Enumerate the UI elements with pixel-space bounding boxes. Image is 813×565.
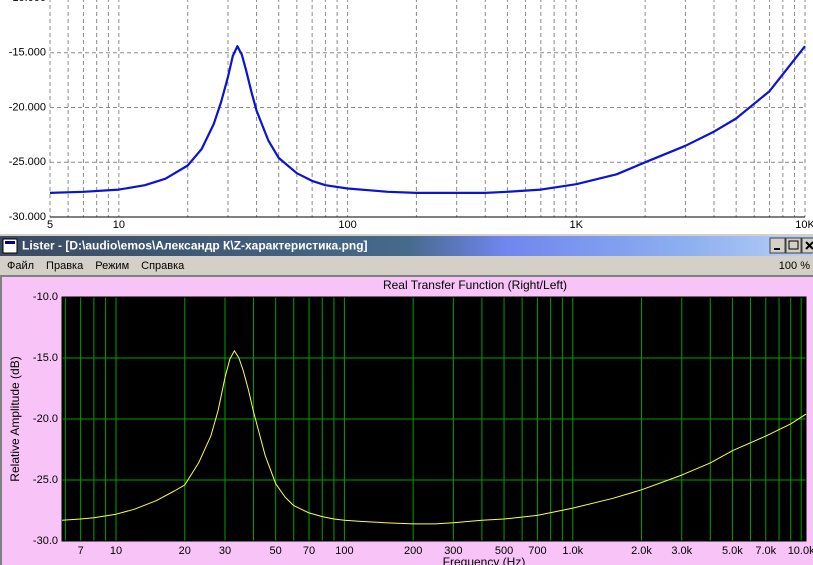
x-tick-label: 100 xyxy=(338,219,356,231)
data-line xyxy=(49,45,806,194)
x-tick-label: 20 xyxy=(179,545,191,557)
x-tick-label: 200 xyxy=(404,545,422,557)
x-tick-label: 3.0k xyxy=(671,545,692,557)
minimize-button[interactable] xyxy=(769,237,786,254)
plot-area xyxy=(50,0,805,217)
window-buttons[interactable] xyxy=(769,237,813,254)
menu: Файл Правка Режим Справка xyxy=(7,260,185,272)
plot-frame xyxy=(61,296,807,542)
title-bar xyxy=(0,236,813,256)
separator xyxy=(0,234,813,236)
bottom-chart: 7 10 20 30 50 70 100 200 300 500 700 1.0k 2.0k 3.0k 5.… xyxy=(8,278,813,565)
y-tick-label: -30.0 xyxy=(33,535,58,547)
maximize-glyph xyxy=(788,240,799,250)
close-button[interactable] xyxy=(801,237,813,254)
x-tick-label: 1.0k xyxy=(562,545,583,557)
close-glyph xyxy=(805,241,813,250)
y-tick-label: -10.0 xyxy=(33,291,58,303)
app-icon-bar xyxy=(5,241,15,244)
menu-item[interactable]: Правка xyxy=(46,260,84,272)
x-tick-label: 10 xyxy=(113,219,125,231)
x-tick-label: 10.0k xyxy=(788,545,813,557)
data-line xyxy=(61,350,807,525)
y-tick-label: -15.000 xyxy=(9,47,46,59)
x-tick-label: 2.0k xyxy=(631,545,652,557)
zoom-level: 100 % xyxy=(779,260,810,272)
y-axis-label: Relative Amplitude (dB) xyxy=(8,356,22,481)
y-tick-label: -15.0 xyxy=(33,352,58,364)
menu-bar xyxy=(0,256,813,275)
x-tick-label: 100 xyxy=(335,545,353,557)
y-tick-label: -20.000 xyxy=(9,101,46,113)
x-tick-label: 7 xyxy=(78,545,84,557)
chart-title: Real Transfer Function (Right/Left) xyxy=(383,278,567,292)
y-tick-label: -20.0 xyxy=(33,413,58,425)
window-title: Lister - [D:\audio\emos\Александр К\Z-ха… xyxy=(22,239,368,253)
menu-item[interactable]: Файл xyxy=(7,260,34,272)
x-axis-label: Frequency (Hz) xyxy=(443,555,526,565)
x-tick-label: 7.0k xyxy=(755,545,776,557)
y-tick-label: -30.000 xyxy=(9,211,46,223)
x-tick-label: 700 xyxy=(528,545,546,557)
menu-item[interactable]: Режим xyxy=(95,260,129,272)
top-chart: 5 10 100 1K 10K -10.000 -15.000 -20.000 -25.000 -… xyxy=(9,0,813,231)
x-tick-label: 1K xyxy=(570,219,584,231)
maximize-button[interactable] xyxy=(785,237,802,254)
y-tick-label: -10.000 xyxy=(9,0,46,4)
y-tick-label: -25.000 xyxy=(9,156,46,168)
x-tick-label: 10K xyxy=(795,219,813,231)
menu-item[interactable]: Справка xyxy=(141,260,185,272)
y-tick-label: -25.0 xyxy=(33,474,58,486)
x-tick-label: 5.0k xyxy=(722,545,743,557)
x-tick-label: 50 xyxy=(270,545,282,557)
x-tick-label: 300 xyxy=(444,545,462,557)
x-tick-label: 70 xyxy=(303,545,315,557)
x-tick-label: 30 xyxy=(219,545,231,557)
x-tick-label: 5 xyxy=(47,219,53,231)
x-tick-label: 500 xyxy=(495,545,513,557)
x-tick-label: 10 xyxy=(110,545,122,557)
